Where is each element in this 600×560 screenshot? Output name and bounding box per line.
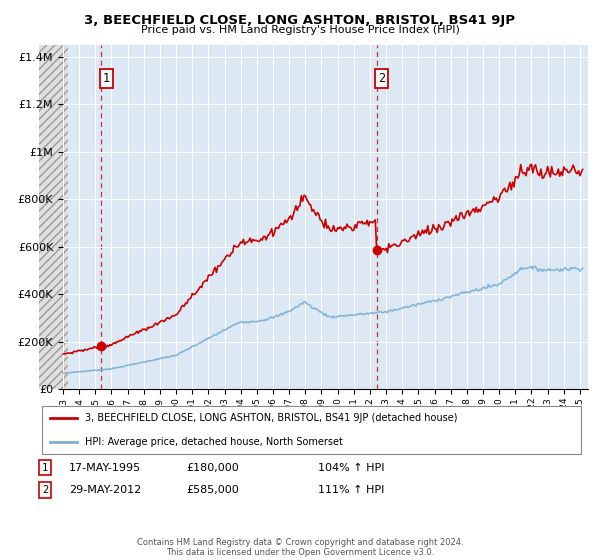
Text: 2: 2 [42,485,48,495]
Text: £585,000: £585,000 [186,485,239,495]
FancyBboxPatch shape [42,406,581,454]
Text: 1: 1 [42,463,48,473]
Text: 3, BEECHFIELD CLOSE, LONG ASHTON, BRISTOL, BS41 9JP: 3, BEECHFIELD CLOSE, LONG ASHTON, BRISTO… [85,14,515,27]
Text: 111% ↑ HPI: 111% ↑ HPI [318,485,385,495]
Text: £180,000: £180,000 [186,463,239,473]
Text: 17-MAY-1995: 17-MAY-1995 [69,463,141,473]
Text: Price paid vs. HM Land Registry's House Price Index (HPI): Price paid vs. HM Land Registry's House … [140,25,460,35]
Text: Contains HM Land Registry data © Crown copyright and database right 2024.
This d: Contains HM Land Registry data © Crown c… [137,538,463,557]
Text: 1: 1 [103,72,110,85]
Text: 29-MAY-2012: 29-MAY-2012 [69,485,141,495]
Text: 3, BEECHFIELD CLOSE, LONG ASHTON, BRISTOL, BS41 9JP (detached house): 3, BEECHFIELD CLOSE, LONG ASHTON, BRISTO… [85,413,458,423]
Text: 2: 2 [378,72,385,85]
Text: 104% ↑ HPI: 104% ↑ HPI [318,463,385,473]
Text: HPI: Average price, detached house, North Somerset: HPI: Average price, detached house, Nort… [85,436,343,446]
Bar [39,45,68,389]
